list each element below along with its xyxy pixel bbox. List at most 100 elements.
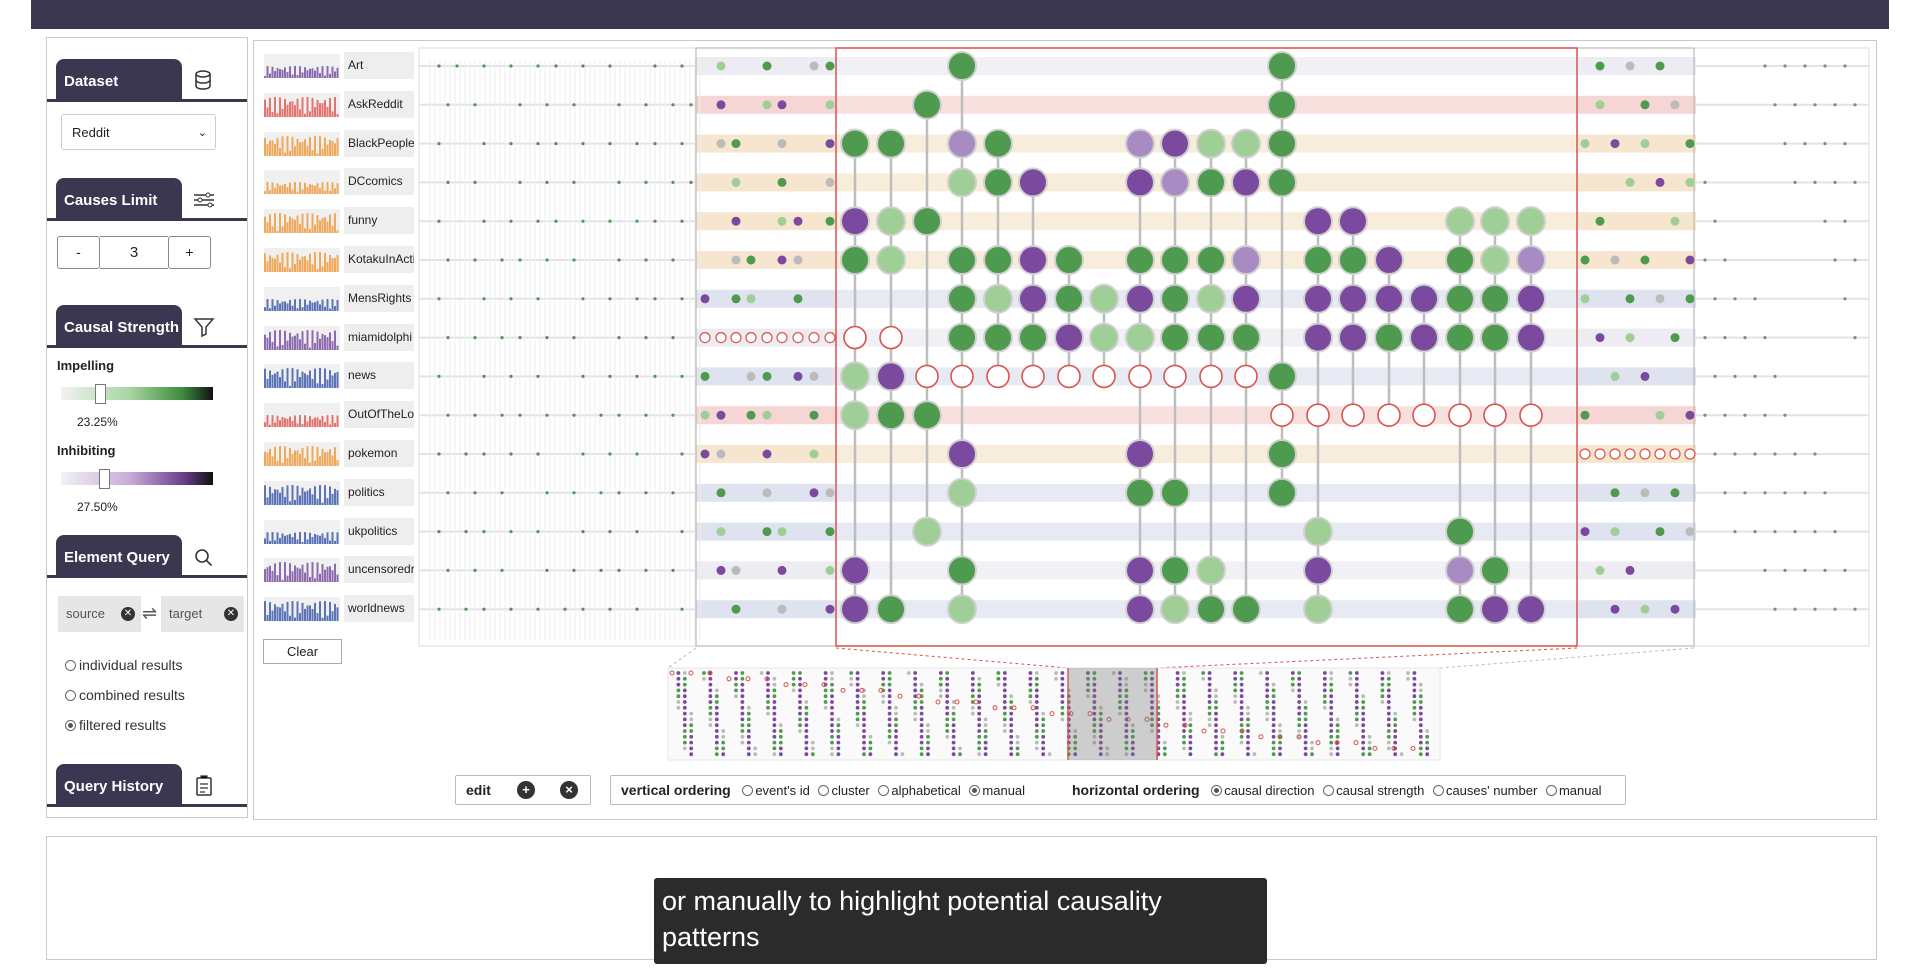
- minimap-dot: [1009, 711, 1014, 716]
- inhibiting-slider-handle[interactable]: [99, 469, 110, 489]
- minimap-dot: [1329, 700, 1334, 704]
- minimap-dot: [804, 717, 809, 722]
- minimap-dot: [714, 752, 719, 757]
- minimap-dot: [996, 671, 1001, 675]
- minimap-dot: [1335, 729, 1340, 733]
- option-label: causal direction: [1224, 783, 1315, 798]
- overview-dot: [1823, 64, 1827, 68]
- minimap-dot: [1246, 729, 1250, 733]
- overview-dot: [1723, 491, 1727, 495]
- swap-icon[interactable]: ⇌: [142, 603, 158, 623]
- row-label-text: pokemon: [344, 440, 414, 467]
- minimap-dot: [945, 682, 950, 687]
- minimap-dot: [1271, 700, 1276, 704]
- row-label[interactable]: news: [262, 362, 414, 390]
- clipboard-icon[interactable]: [192, 774, 216, 798]
- horizontal-option-causes-number[interactable]: causes' number: [1432, 783, 1537, 798]
- minimap-dot: [1207, 723, 1212, 728]
- vertical-option-event-id[interactable]: event's id: [742, 783, 810, 798]
- minimap-dot: [772, 694, 777, 699]
- row-label[interactable]: MensRights: [262, 284, 414, 312]
- minimap-dot: [1335, 734, 1340, 739]
- effect-node: [1377, 403, 1401, 428]
- row-label[interactable]: worldnews: [262, 595, 414, 623]
- row-label[interactable]: AskReddit: [262, 90, 414, 118]
- vertical-option-manual[interactable]: manual: [969, 783, 1025, 798]
- overview-dot: [473, 491, 477, 495]
- row-label[interactable]: KotakuInActi: [262, 246, 414, 273]
- row-label[interactable]: miamidolphi: [262, 323, 414, 351]
- minimap-dot: [926, 729, 930, 733]
- minimap-dot: [830, 729, 834, 733]
- radio-filtered-results[interactable]: filtered results: [65, 717, 166, 733]
- vertical-option-alphabetical[interactable]: alphabetical: [878, 783, 961, 798]
- dataset-select[interactable]: Reddit ⌄: [61, 114, 216, 150]
- minimap-dot: [1214, 694, 1218, 699]
- overview-dot: [473, 180, 477, 184]
- minimap-dot: [1009, 729, 1014, 733]
- horizontal-option-causal-direction[interactable]: causal direction: [1211, 783, 1315, 798]
- event-node: [1580, 294, 1590, 304]
- row-label-text: uncensoredr: [344, 556, 414, 584]
- row-label[interactable]: politics: [262, 478, 414, 506]
- target-input[interactable]: target ✕: [161, 596, 244, 632]
- row-label-text: ukpolitics: [344, 517, 414, 545]
- target-node: [1654, 448, 1666, 460]
- radio-individual-results[interactable]: individual results: [65, 657, 183, 673]
- minimap-dot: [1354, 688, 1359, 693]
- minimap-dot: [689, 734, 694, 739]
- causes-limit-value[interactable]: 3: [100, 236, 168, 269]
- minimap-dot: [791, 671, 796, 675]
- clear-target-icon[interactable]: ✕: [224, 607, 238, 621]
- add-icon[interactable]: +: [517, 781, 535, 799]
- event-node: [1610, 604, 1620, 614]
- overview-dot: [1763, 491, 1767, 495]
- row-label[interactable]: pokemon: [262, 440, 414, 467]
- vertical-option-cluster[interactable]: cluster: [818, 783, 870, 798]
- cause-node: [1267, 89, 1297, 120]
- increment-button[interactable]: +: [168, 236, 211, 269]
- sliders-icon[interactable]: [192, 188, 216, 212]
- inhibiting-slider[interactable]: [61, 469, 213, 489]
- row-label[interactable]: funny: [262, 207, 414, 235]
- horizontal-option-manual[interactable]: manual: [1545, 783, 1602, 798]
- vertical-ordering-label: vertical ordering: [621, 782, 731, 798]
- database-icon[interactable]: [192, 69, 216, 93]
- impelling-slider[interactable]: [61, 384, 213, 404]
- event-node: [1610, 527, 1620, 537]
- row-label[interactable]: ukpolitics: [262, 517, 414, 545]
- row-label[interactable]: BlackPeople: [262, 129, 414, 157]
- row-label[interactable]: Art: [262, 52, 414, 79]
- horizontal-option-causal-strength[interactable]: causal strength: [1323, 783, 1424, 798]
- row-label[interactable]: OutOfTheLo: [262, 401, 414, 429]
- decrement-button[interactable]: -: [57, 236, 100, 269]
- radio-combined-results[interactable]: combined results: [65, 687, 185, 703]
- effect-node: [986, 364, 1010, 389]
- clear-source-icon[interactable]: ✕: [121, 607, 135, 621]
- minimap-dot: [938, 688, 943, 693]
- event-node: [1655, 410, 1665, 420]
- impelling-slider-handle[interactable]: [95, 384, 106, 404]
- cause-node: [1160, 322, 1190, 353]
- event-node: [777, 565, 787, 575]
- overview-dot: [482, 607, 486, 611]
- filter-icon[interactable]: [192, 315, 216, 339]
- row-label[interactable]: uncensoredr: [262, 556, 414, 584]
- search-icon[interactable]: [192, 545, 216, 569]
- row-label[interactable]: DCcomics: [262, 168, 414, 196]
- minimap-dot: [1002, 671, 1007, 675]
- minimap-dot: [1412, 700, 1417, 704]
- remove-icon[interactable]: ×: [560, 781, 578, 799]
- minimap-dot: [1182, 688, 1186, 693]
- minimap-dot: [798, 717, 802, 722]
- minimap-dot: [1239, 711, 1244, 716]
- minimap-dot: [798, 723, 802, 728]
- source-input[interactable]: source ✕: [58, 596, 141, 632]
- minimap-target: [745, 676, 751, 682]
- minimap-dot: [1175, 700, 1180, 704]
- clear-button[interactable]: Clear: [263, 639, 342, 664]
- minimap-dot: [1002, 729, 1007, 733]
- minimap-dot: [862, 723, 866, 728]
- overview-dot: [1783, 491, 1787, 495]
